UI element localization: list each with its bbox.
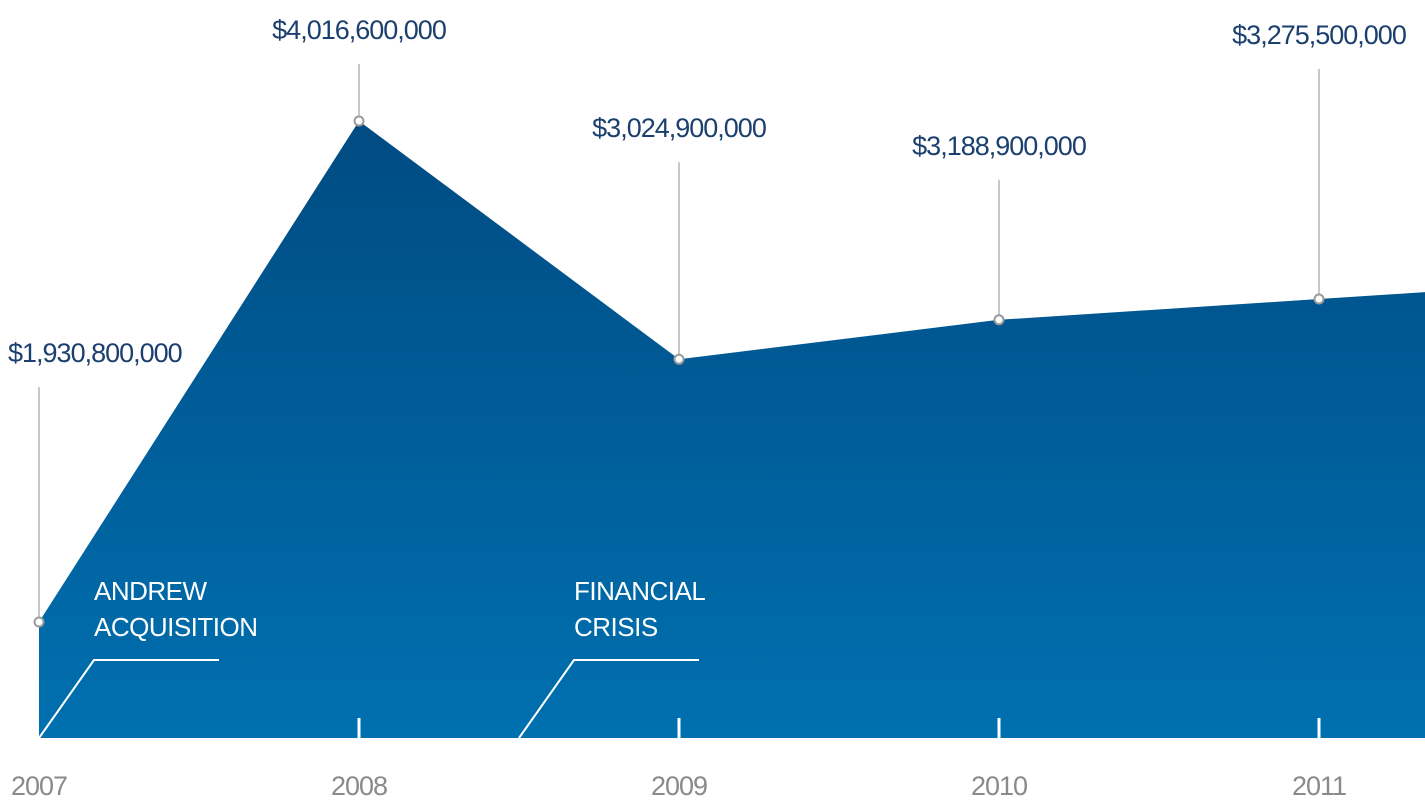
event-label-0-line-1: ACQUISITION xyxy=(94,612,258,642)
value-label-2011: $3,275,500,000 xyxy=(1232,20,1406,50)
event-callout-line-1 xyxy=(518,659,699,739)
event-callout-line-0 xyxy=(38,659,219,739)
value-label-2008: $4,016,600,000 xyxy=(272,15,446,45)
x-tick-label-2007: 2007 xyxy=(11,771,67,801)
value-label-2007: $1,930,800,000 xyxy=(8,338,182,368)
x-tick-label-2008: 2008 xyxy=(331,771,387,801)
data-point-2008 xyxy=(353,115,365,127)
value-label-2010: $3,188,900,000 xyxy=(912,131,1086,161)
x-tick-label-2011: 2011 xyxy=(1292,771,1346,801)
event-label-0-line-0: ANDREW xyxy=(94,576,208,606)
data-point-2007 xyxy=(33,616,45,628)
x-tick-label-2009: 2009 xyxy=(651,771,707,801)
event-label-1-line-1: CRISIS xyxy=(574,612,658,642)
data-point-2009 xyxy=(673,353,685,365)
value-label-2009: $3,024,900,000 xyxy=(592,113,766,143)
area-series xyxy=(39,121,1425,738)
data-point-2010 xyxy=(993,314,1005,326)
x-tick-label-2010: 2010 xyxy=(971,771,1027,801)
event-label-1-line-0: FINANCIAL xyxy=(574,576,705,606)
data-point-2011 xyxy=(1313,293,1325,305)
